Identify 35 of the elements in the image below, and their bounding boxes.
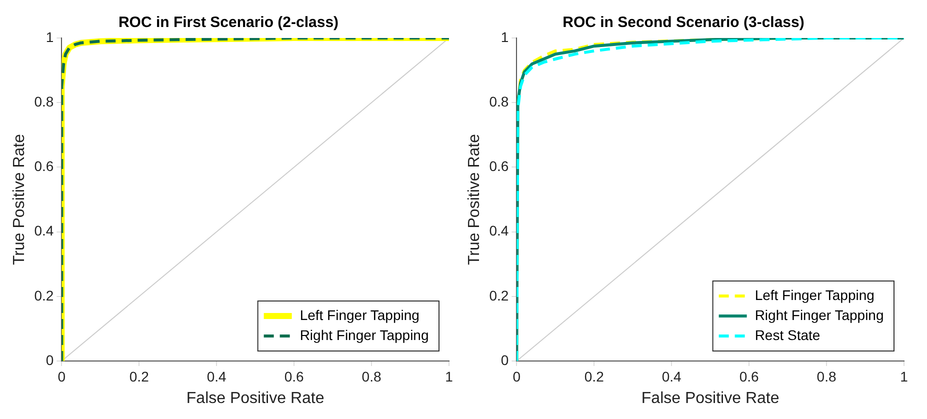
y-tick-label: 0.2 xyxy=(489,287,509,304)
x-tick-label: 0.6 xyxy=(284,368,304,384)
legend-label: Right Finger Tapping xyxy=(754,306,884,323)
chart-title: ROC in First Scenario (2-class) xyxy=(118,14,339,32)
y-tick-label: 0.4 xyxy=(489,222,509,239)
y-tick-label: 0 xyxy=(500,352,509,368)
y-tick-label: 0.4 xyxy=(34,222,54,239)
x-tick-label: 0.8 xyxy=(816,368,836,384)
y-tick-label: 0.6 xyxy=(34,158,54,174)
x-tick-label: 0 xyxy=(58,368,66,384)
x-tick-label: 0.2 xyxy=(129,368,150,384)
legend-label: Rest State xyxy=(754,326,820,343)
x-tick-label: 1 xyxy=(900,368,908,384)
x-tick-label: 1 xyxy=(445,368,454,384)
y-tick-label: 1 xyxy=(500,28,509,45)
x-tick-label: 0.6 xyxy=(739,368,760,384)
y-tick-label: 0.8 xyxy=(489,93,509,110)
x-tick-label: 0.4 xyxy=(662,368,682,384)
legend-label: Left Finger Tapping xyxy=(754,286,874,303)
y-tick-label: 1 xyxy=(46,28,54,45)
chart-title: ROC in Second Scenario (3-class) xyxy=(562,14,804,32)
y-tick-label: 0.2 xyxy=(34,287,54,304)
x-tick-label: 0.4 xyxy=(206,368,227,384)
x-tick-label: 0 xyxy=(512,368,521,384)
y-tick-label: 0.8 xyxy=(34,93,54,110)
x-tick-label: 0.2 xyxy=(584,368,604,384)
x-axis-title: False Positive Rate xyxy=(186,390,324,407)
y-tick-label: 0.6 xyxy=(489,158,509,174)
y-axis-title: True Positive Rate xyxy=(11,134,28,266)
x-tick-label: 0.8 xyxy=(362,368,382,384)
legend-label: Right Finger Tapping xyxy=(300,326,429,343)
y-tick-label: 0 xyxy=(46,352,54,368)
y-axis-title: True Positive Rate xyxy=(466,134,484,266)
legend-label: Left Finger Tapping xyxy=(300,306,420,323)
x-axis-title: False Positive Rate xyxy=(641,390,780,407)
